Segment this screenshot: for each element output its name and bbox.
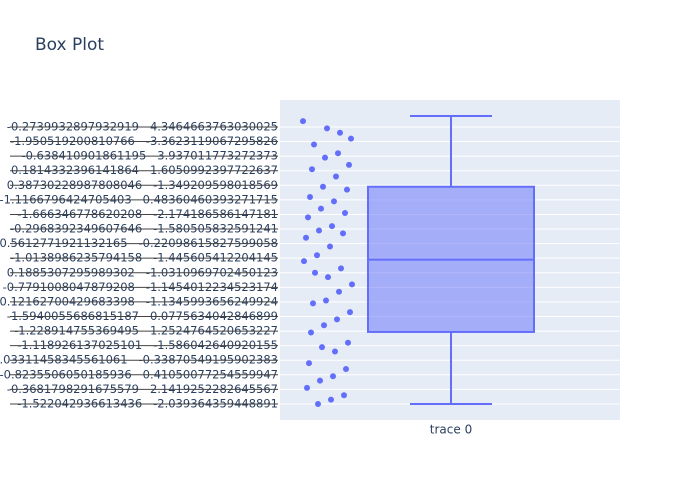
point (345, 339, 351, 346)
point (300, 118, 306, 125)
point (334, 316, 340, 323)
point (305, 214, 311, 221)
point (310, 300, 316, 307)
point (328, 396, 334, 403)
point (342, 209, 348, 216)
point (306, 360, 312, 367)
point (316, 227, 322, 234)
point (324, 125, 330, 132)
point (337, 129, 343, 136)
chart-title: Box Plot (35, 35, 104, 55)
point (301, 258, 307, 265)
point (327, 243, 333, 250)
point (315, 400, 321, 407)
point (314, 252, 320, 259)
x-tick-label: trace 0 (430, 423, 472, 437)
point (340, 230, 346, 237)
point (332, 348, 338, 355)
point (346, 161, 352, 168)
point (312, 269, 318, 276)
point (348, 135, 354, 142)
point (335, 150, 341, 157)
point (307, 193, 313, 200)
point (318, 205, 324, 212)
point (319, 344, 325, 351)
point (320, 183, 326, 190)
point (321, 322, 327, 329)
point (325, 274, 331, 281)
point (304, 384, 310, 391)
point (329, 223, 335, 230)
point (311, 141, 317, 148)
point (308, 329, 314, 336)
point (343, 365, 349, 372)
point (333, 173, 339, 180)
point (341, 392, 347, 399)
point (322, 154, 328, 161)
point (347, 309, 353, 316)
point (303, 234, 309, 241)
point (317, 377, 323, 384)
point (323, 297, 329, 304)
point (330, 373, 336, 380)
point (338, 265, 344, 272)
point (309, 166, 315, 173)
point (344, 186, 350, 193)
point (331, 198, 337, 205)
point (349, 281, 355, 288)
point (336, 288, 342, 295)
